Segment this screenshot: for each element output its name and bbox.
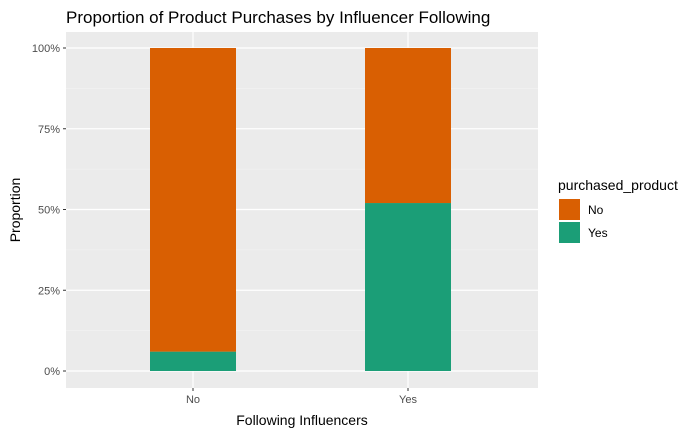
x-tick-label: No: [186, 394, 200, 406]
y-tick-label: 50%: [38, 205, 60, 217]
chart-title: Proportion of Product Purchases by Influ…: [66, 8, 490, 27]
bar-no-yes: [150, 351, 236, 371]
y-tick-label: 25%: [38, 285, 60, 297]
legend-label-no: No: [588, 203, 604, 217]
x-axis-title: Following Influencers: [236, 412, 368, 428]
y-axis-title: Proportion: [7, 178, 23, 243]
y-tick-label: 0%: [44, 366, 60, 378]
bars: [150, 48, 451, 371]
legend-key-no: [559, 199, 580, 220]
legend: purchased_product No Yes: [558, 177, 678, 243]
legend-key-yes: [559, 222, 580, 243]
x-tick-label: Yes: [399, 394, 417, 406]
bar-no-no: [150, 48, 236, 352]
y-axis-ticks: 0% 25% 50% 75% 100%: [32, 43, 66, 378]
legend-items: No Yes: [559, 199, 608, 243]
legend-title: purchased_product: [558, 177, 678, 193]
x-axis-ticks: No Yes: [186, 388, 417, 406]
legend-label-yes: Yes: [588, 226, 608, 240]
y-tick-label: 100%: [32, 43, 60, 55]
y-tick-label: 75%: [38, 124, 60, 136]
bar-yes-no: [365, 48, 451, 204]
bar-yes-yes: [365, 203, 451, 371]
